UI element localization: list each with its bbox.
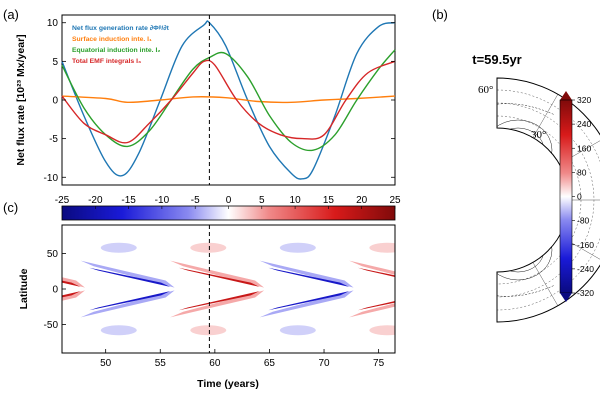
- polar-band: [100, 325, 137, 336]
- colorbar-b-tick-label: -240: [577, 264, 594, 274]
- y-tick-label: 0: [52, 96, 58, 107]
- wing-core-south: [178, 291, 260, 311]
- latitude-label-30: 30°: [531, 129, 546, 141]
- colorbar-b: [559, 99, 573, 294]
- y-tick-label: 10: [47, 18, 59, 29]
- polar-band: [369, 325, 395, 336]
- panel-label-c: (c): [3, 200, 18, 215]
- colorbar-tick-label: 10: [290, 195, 302, 206]
- panel-c: 50 55 60 65 70 75 50 0 -50 Time (years) Latitud…: [11, 224, 396, 390]
- series-line-emf: [61, 59, 396, 144]
- colorbar-b-bottom-arrow: [560, 293, 572, 302]
- y-tick-label: 5: [52, 57, 58, 68]
- colorbar-tick-label: 0: [226, 195, 232, 206]
- panel-label-a: (a): [3, 7, 19, 22]
- colorbar-b-tick-label: -80: [577, 216, 590, 226]
- y-axis-label-c: Latitude: [18, 268, 30, 309]
- legend-entry-net: Net flux generation rate ∂Φᵖ/∂t: [72, 25, 170, 32]
- colorbar-tick-label: 5: [259, 195, 265, 206]
- legend: Net flux generation rate ∂Φᵖ/∂t Surface i…: [72, 25, 170, 65]
- x-tick-label: 60: [209, 358, 221, 369]
- legend-entry-equatorial: Equatorial induction inte. I₂: [72, 47, 160, 54]
- series-line-surface: [61, 95, 396, 104]
- legend-entry-emf: Total EMF integrals I₃: [72, 58, 141, 65]
- polar-band: [100, 242, 137, 253]
- colorbar-b-tick-label: -160: [577, 240, 594, 250]
- colorbar-tick-label: -20: [88, 195, 103, 206]
- y-tick-label: 50: [47, 249, 59, 260]
- wing-core-south: [357, 301, 395, 311]
- series-line-equatorial: [61, 49, 396, 152]
- colorbar-b-top-arrow: [560, 91, 572, 100]
- x-tick-label: 70: [318, 358, 330, 369]
- x-tick-label: 75: [373, 358, 385, 369]
- series-line-net: [61, 20, 396, 180]
- polar-band: [190, 325, 227, 336]
- y-ticks-a: -10 -5 0 5 10: [44, 18, 395, 184]
- wing-core-south: [268, 291, 350, 311]
- x-tick-label: 65: [264, 358, 276, 369]
- colorbar-tick-label: -10: [155, 195, 170, 206]
- wing-core-north: [357, 267, 395, 277]
- panel-label-b: (b): [432, 7, 448, 22]
- colorbar-tick-label: 25: [389, 195, 401, 206]
- colorbar-c-ticks: -25 -20 -15 -10 -5 0 5 10 15 20 25: [55, 195, 401, 209]
- polar-band: [190, 242, 227, 253]
- y-tick-label: -50: [44, 320, 59, 331]
- y-ticks-c: 50 0 -50: [44, 249, 66, 331]
- wing-core-south: [62, 291, 81, 298]
- wing-core-north: [62, 280, 81, 287]
- line-series-group: [61, 20, 396, 180]
- colorbar-b-tick-label: 240: [577, 119, 591, 129]
- wing-core-north: [89, 267, 171, 287]
- polar-band: [279, 242, 316, 253]
- wing-halo-north: [349, 260, 395, 275]
- colorbar-b-tick-label: -320: [577, 288, 594, 298]
- y-tick-label: 0: [52, 285, 58, 296]
- polar-band: [279, 325, 316, 336]
- colorbar-tick-label: -15: [121, 195, 136, 206]
- wing-halo-north: [62, 277, 85, 288]
- colorbar-b-tick-label: 160: [577, 143, 591, 153]
- y-axis-label-a: Net flux rate [10²³ Mx/year]: [15, 34, 27, 165]
- x-tick-label: 55: [155, 358, 167, 369]
- snapshot-title: t=59.5yr: [472, 52, 522, 67]
- polar-band: [11, 325, 47, 335]
- wing-core-south: [89, 291, 171, 311]
- x-axis-label-c: Time (years): [197, 378, 259, 390]
- latitude-label-60: 60°: [478, 84, 493, 96]
- y-tick-label: -5: [49, 134, 58, 145]
- colorbar-tick-label: 20: [356, 195, 368, 206]
- colorbar-tick-label: -25: [55, 195, 70, 206]
- panel-b: t=59.5yr: [472, 52, 600, 323]
- polar-band: [369, 242, 395, 253]
- colorbar-b-tick-label: 80: [577, 167, 587, 177]
- wing-halo-south: [349, 303, 395, 318]
- heatmap-wings: [11, 242, 395, 336]
- colorbar-b-tick-label: 320: [577, 95, 591, 105]
- colorbar-b-ticks: 320 240 160 80 0 -80 -160 -240 -320: [572, 95, 594, 298]
- colorbar-b-tick-label: 0: [577, 192, 582, 202]
- panel-a: -10 -5 0 5 10 Net flux rate [10²³ Mx/year] N…: [15, 14, 396, 186]
- polar-band: [11, 243, 47, 253]
- colorbar-tick-label: -5: [191, 195, 200, 206]
- wing-halo-south: [62, 290, 85, 301]
- x-ticks-c: 50 55 60 65 70 75: [100, 349, 385, 369]
- wing-core-north: [178, 267, 260, 287]
- x-tick-label: 50: [100, 358, 112, 369]
- wing-core-north: [268, 267, 350, 287]
- y-tick-label: -10: [44, 173, 59, 184]
- panel-c-colorbar: -25 -20 -15 -10 -5 0 5 10 15 20 25: [55, 195, 401, 221]
- legend-entry-surface: Surface induction inte. I₁: [72, 36, 152, 43]
- colorbar-tick-label: 15: [323, 195, 335, 206]
